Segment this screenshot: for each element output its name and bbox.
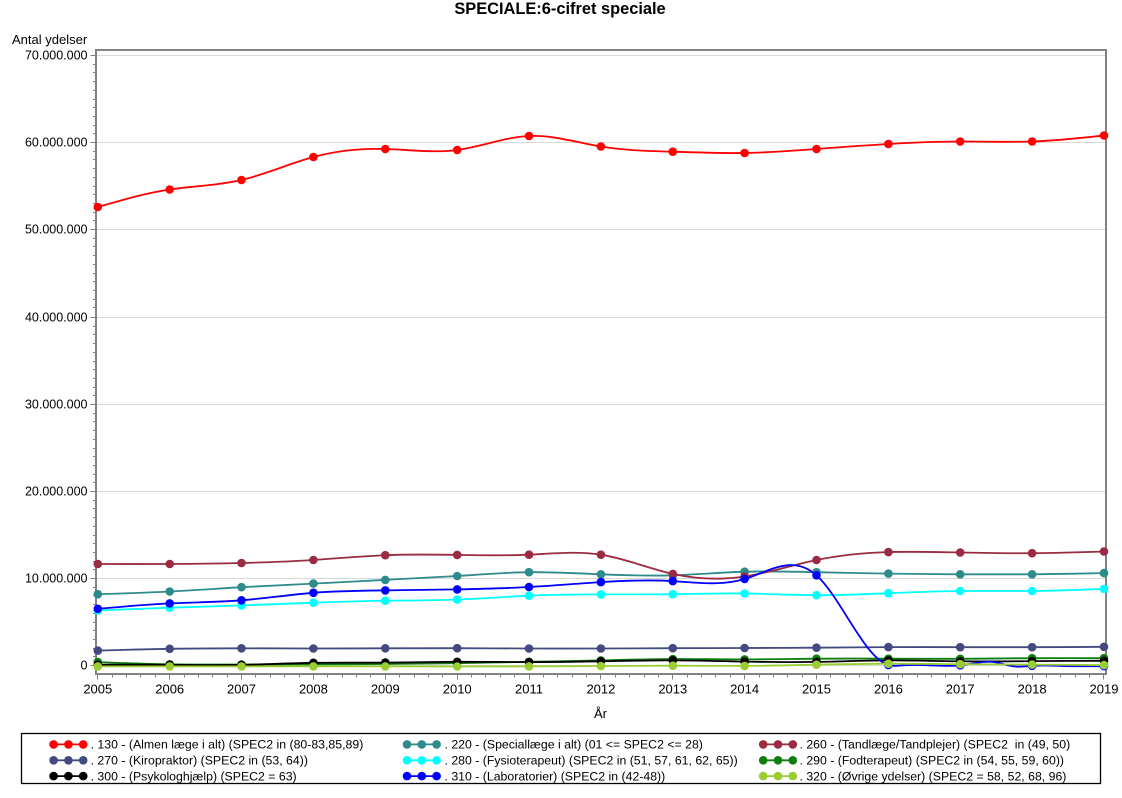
svg-text:40.000.000: 40.000.000 — [25, 310, 88, 324]
svg-text:2018: 2018 — [1018, 682, 1047, 697]
svg-text:. 130 - (Almen læge i alt) (SP: . 130 - (Almen læge i alt) (SPEC2 in (80… — [91, 738, 364, 752]
svg-text:. 290 - (Fodterapeut) (SPEC2 i: . 290 - (Fodterapeut) (SPEC2 in (54, 55,… — [800, 754, 1065, 768]
svg-text:2016: 2016 — [874, 682, 903, 697]
svg-text:20.000.000: 20.000.000 — [25, 484, 88, 498]
svg-text:60.000.000: 60.000.000 — [25, 135, 88, 149]
svg-text:2007: 2007 — [227, 682, 256, 697]
svg-text:50.000.000: 50.000.000 — [25, 222, 88, 236]
svg-text:2013: 2013 — [658, 682, 687, 697]
svg-text:2009: 2009 — [371, 682, 400, 697]
svg-text:. 260 - (Tandlæge/Tandplejer): . 260 - (Tandlæge/Tandplejer) (SPEC2 in … — [800, 738, 1071, 752]
svg-text:0: 0 — [81, 658, 88, 672]
svg-text:2005: 2005 — [83, 682, 112, 697]
svg-text:10.000.000: 10.000.000 — [25, 571, 88, 585]
svg-text:. 280 - (Fysioterapeut) (SPEC2: . 280 - (Fysioterapeut) (SPEC2 in (51, 5… — [445, 754, 738, 768]
svg-text:2017: 2017 — [946, 682, 975, 697]
svg-text:. 310 - (Laboratorier) (SPEC2: . 310 - (Laboratorier) (SPEC2 in (42-48)… — [445, 769, 666, 783]
svg-text:2014: 2014 — [730, 682, 759, 697]
svg-text:2012: 2012 — [586, 682, 615, 697]
svg-text:2011: 2011 — [515, 682, 543, 697]
svg-text:2010: 2010 — [443, 682, 472, 697]
svg-text:. 320 - (Øvrige ydelser) (SPEC: . 320 - (Øvrige ydelser) (SPEC2 = 58, 52… — [800, 769, 1067, 783]
svg-text:2006: 2006 — [155, 682, 184, 697]
svg-text:2019: 2019 — [1090, 682, 1119, 697]
svg-text:År: År — [594, 706, 608, 721]
svg-text:2008: 2008 — [299, 682, 328, 697]
svg-text:. 270 - (Kiropraktor) (SPEC2 i: . 270 - (Kiropraktor) (SPEC2 in (53, 64)… — [91, 754, 308, 768]
svg-text:70.000.000: 70.000.000 — [25, 48, 88, 62]
svg-text:30.000.000: 30.000.000 — [25, 397, 88, 411]
svg-text:SPECIALE:6-cifret speciale: SPECIALE:6-cifret speciale — [454, 0, 665, 18]
svg-text:Antal ydelser: Antal ydelser — [12, 32, 88, 47]
svg-text:. 300 - (Psykologhjælp) (SPEC2: . 300 - (Psykologhjælp) (SPEC2 = 63) — [91, 769, 297, 783]
svg-text:. 220 - (Speciallæge i alt) (0: . 220 - (Speciallæge i alt) (01 <= SPEC2… — [445, 738, 703, 752]
svg-text:2015: 2015 — [802, 682, 831, 697]
